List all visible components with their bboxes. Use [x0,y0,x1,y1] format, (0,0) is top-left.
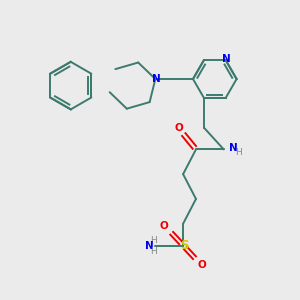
Text: S: S [180,239,188,252]
Text: O: O [175,123,184,133]
Text: H: H [236,148,242,157]
Text: O: O [160,221,169,231]
Text: N: N [222,54,231,64]
Text: O: O [198,260,206,270]
Text: H: H [150,247,157,256]
Text: N: N [145,241,153,250]
Text: H: H [150,236,157,245]
Text: N: N [152,74,161,84]
Text: N: N [229,143,237,153]
